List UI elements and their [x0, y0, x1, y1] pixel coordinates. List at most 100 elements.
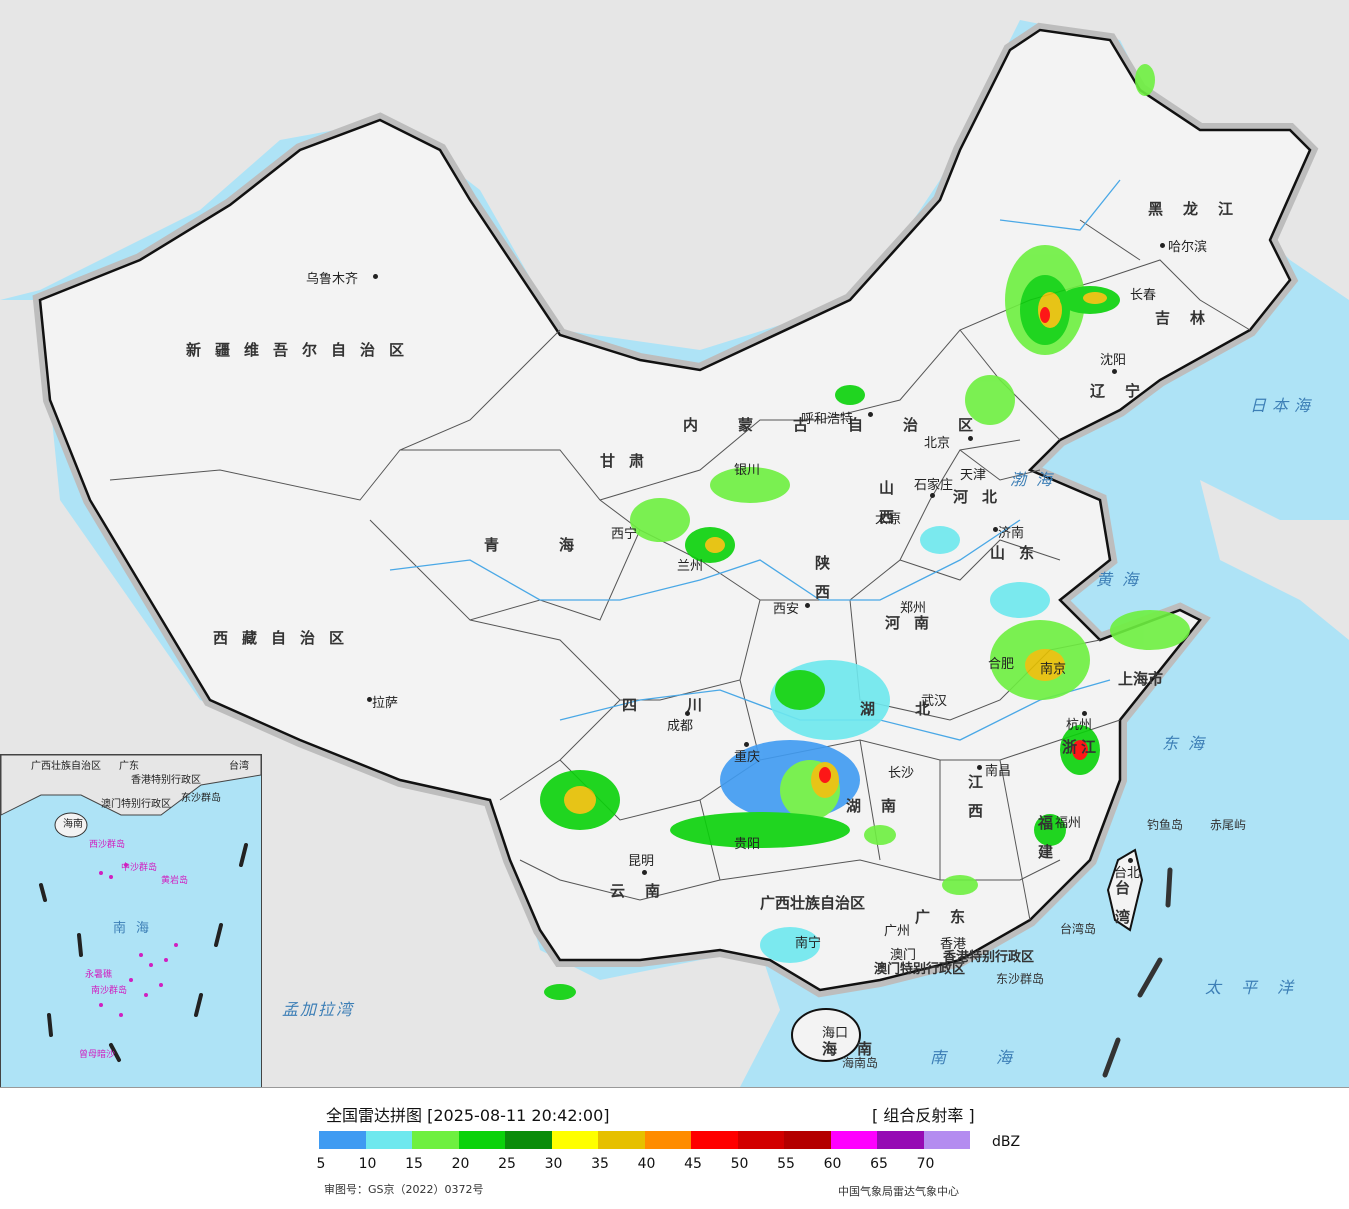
city-label: 昆明: [628, 854, 655, 869]
city-label: 合肥: [988, 657, 1015, 672]
city-label: 天津: [960, 468, 987, 483]
scale-tick-label: 65: [870, 1156, 888, 1172]
sea-label: 黄海: [1096, 570, 1149, 589]
scale-tick-label: 60: [823, 1156, 842, 1172]
province-label: 广西壮族自治区: [760, 894, 866, 912]
inset-label: 黄岩岛: [161, 876, 189, 886]
city-marker: [642, 870, 647, 875]
province-label: 吉林: [1155, 309, 1226, 327]
city-label: 香港: [940, 937, 967, 952]
city-label: 澳门: [890, 948, 917, 963]
city-label: 郑州: [900, 601, 927, 616]
city-marker: [1112, 369, 1117, 374]
inset-label: 海南: [63, 819, 83, 830]
island-label: 海南岛: [842, 1056, 879, 1070]
city-label: 兰州: [677, 559, 704, 574]
sea-label: 日本海: [1250, 396, 1317, 415]
scale-tick-label: 25: [498, 1156, 516, 1172]
color-swatch: [784, 1131, 831, 1149]
city-label: 海口: [822, 1026, 849, 1041]
color-swatch: [737, 1131, 784, 1149]
data-source: 中国气象局雷达气象中心: [838, 1185, 959, 1198]
color-swatch: [365, 1131, 412, 1149]
color-scale-bar: [319, 1131, 970, 1149]
province-label: 四川: [622, 696, 753, 714]
city-label: 台北: [1114, 866, 1141, 881]
province-label: 内蒙古自治区: [683, 416, 1014, 434]
color-swatch: [505, 1131, 552, 1149]
province-label: 福建: [1036, 815, 1054, 873]
scale-tick-label: 50: [730, 1156, 749, 1172]
inset-label: 香港特别行政区: [131, 775, 201, 786]
sea-label: 东海: [1162, 734, 1215, 753]
scale-tick-label: 45: [684, 1156, 702, 1172]
scale-tick-label: 55: [777, 1156, 795, 1172]
city-label: 银川: [734, 463, 761, 478]
map-title: 全国雷达拼图 [2025-08-11 20:42:00]: [326, 1106, 610, 1125]
city-marker: [1128, 858, 1133, 863]
sea-label: 南海: [930, 1048, 1063, 1067]
city-label: 太原: [875, 512, 902, 527]
sea-label: 太平洋: [1205, 978, 1314, 997]
city-label: 济南: [998, 526, 1025, 541]
province-label: 香港特别行政区: [943, 950, 1035, 965]
city-label: 西安: [773, 602, 800, 617]
city-label: 南京: [1040, 662, 1067, 677]
province-label: 山西: [877, 480, 895, 538]
city-label: 杭州: [1066, 718, 1093, 733]
city-label: 南昌: [985, 764, 1012, 779]
review-number: 审图号：GS京（2022）0372号: [324, 1183, 484, 1196]
province-label: 青海: [484, 536, 635, 554]
city-label: 乌鲁木齐: [306, 272, 359, 287]
city-label: 长沙: [888, 766, 915, 781]
color-swatch: [551, 1131, 598, 1149]
scale-tick-label: 5: [316, 1156, 326, 1172]
province-label: 云南: [610, 882, 681, 900]
city-label: 福州: [1055, 816, 1082, 831]
south-china-sea-inset: 南海 广西壮族自治区 广东 香港特别行政区 澳门特别行政区 东沙群岛 中沙群岛 …: [0, 754, 262, 1087]
legend-panel: 全国雷达拼图 [2025-08-11 20:42:00] [ 组合反射率 ] d…: [0, 1087, 1349, 1209]
island-label: 东沙群岛: [996, 972, 1045, 986]
island-label: 台湾岛: [1060, 922, 1097, 936]
city-marker: [744, 742, 749, 747]
unit-label: dBZ: [992, 1134, 1021, 1150]
color-swatch: [644, 1131, 691, 1149]
product-label: [ 组合反射率 ]: [872, 1106, 975, 1125]
city-marker: [685, 711, 690, 716]
inset-label: 永暑礁: [85, 970, 113, 980]
city-marker: [373, 274, 378, 279]
city-label: 西宁: [611, 527, 638, 542]
scale-tick-label: 40: [637, 1156, 656, 1172]
inset-label: 澳门特别行政区: [101, 799, 171, 810]
inset-label: 曾母暗沙: [79, 1050, 116, 1060]
city-marker: [1082, 711, 1087, 716]
province-label: 澳门特别行政区: [874, 962, 966, 977]
city-label: 石家庄: [914, 478, 954, 493]
city-marker: [367, 697, 372, 702]
province-label: 甘肃: [600, 452, 659, 470]
city-marker: [1160, 243, 1165, 248]
scale-tick-label: 10: [358, 1156, 377, 1172]
island-label: 赤尾屿: [1210, 818, 1247, 832]
map-area[interactable]: 新疆维吾尔自治区 西藏自治区 青海 甘肃 内蒙古自治区 黑龙江 吉林 辽宁 河北…: [0, 0, 1349, 1087]
inset-label: 东沙群岛: [181, 793, 221, 804]
inset-label: 西沙群岛: [89, 840, 126, 850]
city-label: 拉萨: [372, 696, 399, 711]
inset-label: 南沙群岛: [91, 986, 128, 996]
city-marker: [977, 765, 982, 770]
province-label: 江西: [966, 774, 984, 832]
scale-tick-label: 30: [544, 1156, 563, 1172]
city-label: 成都: [667, 719, 694, 734]
scale-tick-label: 35: [591, 1156, 609, 1172]
city-label: 重庆: [734, 750, 761, 765]
province-label: 辽宁: [1090, 382, 1161, 400]
province-label: 台湾: [1113, 880, 1131, 938]
province-label: 河北: [953, 488, 1012, 506]
scale-tick-label: 15: [405, 1156, 423, 1172]
color-swatch: [412, 1131, 459, 1149]
city-label: 沈阳: [1100, 353, 1127, 368]
color-swatch: [319, 1131, 366, 1149]
city-marker: [968, 436, 973, 441]
inset-label: 广西壮族自治区: [31, 761, 101, 772]
province-label: 陕西: [813, 555, 831, 613]
